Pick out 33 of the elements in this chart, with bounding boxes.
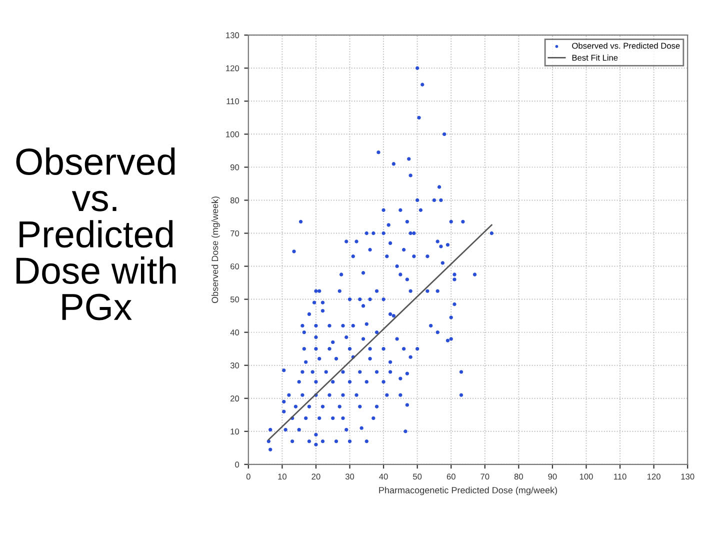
x-tick-label: 130 bbox=[681, 474, 694, 480]
x-tick-label: 60 bbox=[446, 474, 456, 480]
x-tick-label: 70 bbox=[480, 474, 490, 480]
y-tick-label: 100 bbox=[226, 131, 240, 138]
x-tick-label: 100 bbox=[580, 474, 593, 480]
y-tick-label: 70 bbox=[230, 230, 240, 236]
y-tick-label: 20 bbox=[230, 396, 240, 402]
y-tick-label: 10 bbox=[230, 428, 240, 434]
y-tick-label: 30 bbox=[230, 362, 240, 368]
legend-label: Best Fit Line bbox=[572, 54, 618, 61]
text: Observed vs. Predicted Dose with PGx bbox=[16, 147, 176, 320]
y-axis-title: Observed Dose (mg/week) bbox=[212, 196, 220, 304]
legend-label: Observed vs. Predicted Dose bbox=[572, 42, 680, 49]
y-tick-label: 110 bbox=[226, 98, 240, 104]
x-tick-label: 10 bbox=[278, 474, 286, 480]
y-tick-label: 90 bbox=[230, 164, 240, 170]
x-tick-label: 50 bbox=[413, 474, 422, 480]
x-tick-label: 40 bbox=[379, 474, 388, 480]
x-axis-title: Pharmacogenetic Predicted Dose (mg/week) bbox=[379, 486, 558, 496]
y-tick-label: 80 bbox=[230, 197, 240, 204]
x-tick-label: 120 bbox=[648, 474, 660, 480]
y-tick-label: 60 bbox=[230, 263, 240, 270]
y-tick-label: 0 bbox=[235, 462, 240, 468]
y-tick-label: 40 bbox=[230, 330, 240, 336]
x-tick-label: 80 bbox=[514, 474, 523, 480]
x-tick-label: 20 bbox=[312, 474, 320, 480]
y-tick-label: 120 bbox=[226, 65, 240, 72]
y-tick-label: 130 bbox=[226, 32, 240, 38]
y-tick-label: 50 bbox=[230, 296, 240, 302]
x-tick-label: 30 bbox=[345, 474, 354, 480]
x-tick-label: 90 bbox=[548, 474, 557, 480]
x-tick-label: 0 bbox=[246, 474, 250, 480]
x-tick-label: 110 bbox=[614, 474, 626, 480]
